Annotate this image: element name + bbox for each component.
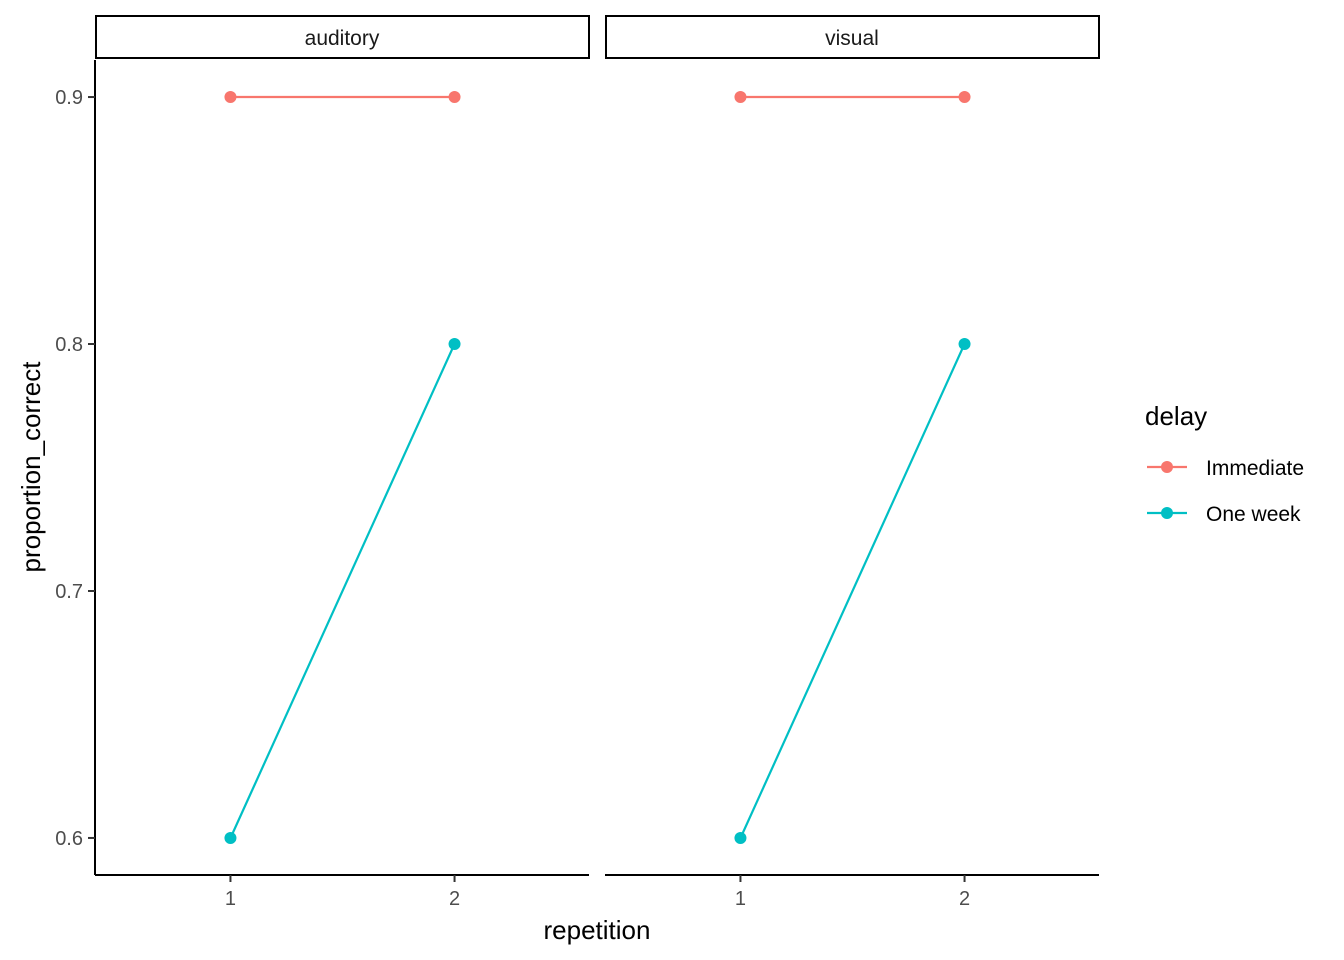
legend-key-point — [1161, 461, 1173, 473]
legend-keys: Immediate One week — [1147, 457, 1304, 526]
facet-strip-auditory: auditory — [95, 15, 590, 59]
y-tick-label: 0.9 — [55, 87, 83, 109]
data-point — [224, 831, 237, 844]
data-point — [734, 831, 747, 844]
facet-strip-label: auditory — [305, 27, 380, 50]
legend-item: Immediate — [1147, 457, 1304, 480]
y-axis: 0.6 0.7 0.8 0.9 — [55, 60, 96, 875]
x-tick-label: 2 — [449, 888, 460, 910]
data-point — [958, 338, 971, 351]
legend-item: One week — [1147, 503, 1301, 526]
data-point — [448, 338, 461, 351]
series-line-one-week — [739, 343, 966, 839]
legend-title: delay — [1145, 401, 1207, 431]
facet-strip-label: visual — [825, 27, 879, 50]
facet-strip-visual: visual — [605, 15, 1100, 59]
series-line-one-week — [229, 343, 456, 839]
data-point — [734, 91, 747, 104]
legend-label: Immediate — [1206, 457, 1304, 480]
facet-strip-box — [95, 15, 590, 59]
data-point — [958, 91, 971, 104]
y-tick-label: 0.6 — [55, 828, 83, 850]
legend: delay Immediate One week — [1145, 401, 1304, 526]
x-tick-label: 2 — [959, 888, 970, 910]
x-tick-label: 1 — [735, 888, 746, 910]
facet-strip-box — [605, 15, 1100, 59]
y-axis-title: proportion_correct — [16, 361, 46, 573]
legend-key-point — [1161, 507, 1173, 519]
data-point — [224, 91, 237, 104]
data-point — [448, 91, 461, 104]
y-tick-label: 0.7 — [55, 581, 83, 603]
x-axis-title: repetition — [544, 915, 651, 945]
legend-label: One week — [1206, 503, 1301, 526]
y-tick-label: 0.8 — [55, 334, 83, 356]
x-tick-label: 1 — [225, 888, 236, 910]
